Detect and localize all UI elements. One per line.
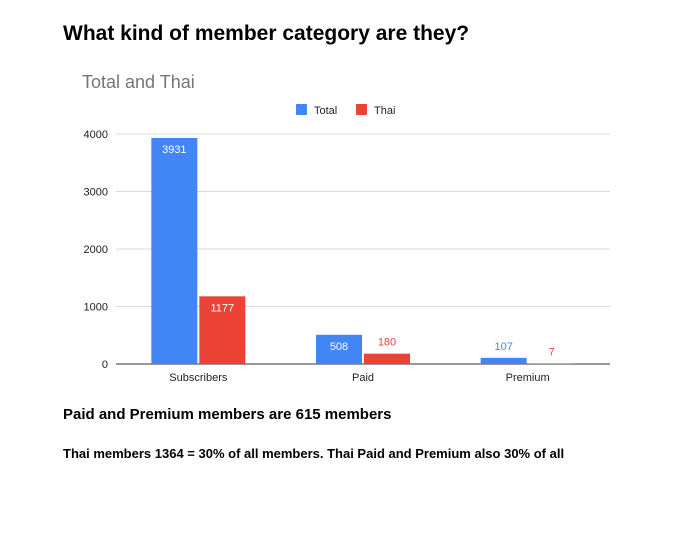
- bar-total-premium: [480, 357, 527, 364]
- chart-container: Total and Thai Total Thai 0 1000 2000 3000 40…: [62, 62, 622, 392]
- bar-thai-subscribers: [199, 296, 246, 364]
- bar-total-subscribers: [151, 137, 198, 364]
- chart-title: Total and Thai: [82, 72, 195, 92]
- y-tick-label: 1000: [84, 302, 108, 314]
- data-label-total-premium: 107: [494, 341, 512, 353]
- chart-legend: Total Thai: [296, 104, 395, 117]
- y-tick-label: 0: [102, 359, 108, 371]
- chart-bars: [151, 137, 575, 364]
- chart-gridlines: [116, 133, 610, 365]
- legend-label-thai: Thai: [374, 105, 395, 117]
- bar-chart: Total and Thai Total Thai 0 1000 2000 3000 40…: [82, 72, 610, 384]
- y-tick-label: 3000: [84, 187, 108, 199]
- bar-thai-paid: [364, 353, 410, 364]
- x-tick-label: Subscribers: [169, 372, 228, 384]
- x-axis-ticks: Subscribers Paid Premium: [169, 372, 549, 384]
- legend-label-total: Total: [314, 105, 337, 117]
- legend-swatch-thai: [356, 104, 367, 115]
- page-heading: What kind of member category are they?: [63, 22, 470, 45]
- y-tick-label: 4000: [84, 129, 108, 141]
- data-label-total-paid: 508: [330, 341, 348, 353]
- chart-data-labels: 3931 1177 508 180 107 7: [162, 144, 555, 359]
- summary-note-paid-premium: Paid and Premium members are 615 members: [63, 406, 392, 423]
- data-label-total-subscribers: 3931: [162, 144, 186, 156]
- y-tick-label: 2000: [84, 244, 108, 256]
- summary-note-thai: Thai members 1364 = 30% of all members. …: [63, 446, 565, 461]
- x-tick-label: Paid: [352, 372, 374, 384]
- x-tick-label: Premium: [506, 372, 550, 384]
- data-label-thai-paid: 180: [378, 337, 396, 349]
- data-label-thai-subscribers: 1177: [211, 302, 235, 314]
- y-axis-ticks: 0 1000 2000 3000 4000: [84, 129, 108, 371]
- legend-swatch-total: [296, 104, 307, 115]
- bar-total-paid: [316, 334, 362, 364]
- data-label-thai-premium: 7: [549, 347, 555, 359]
